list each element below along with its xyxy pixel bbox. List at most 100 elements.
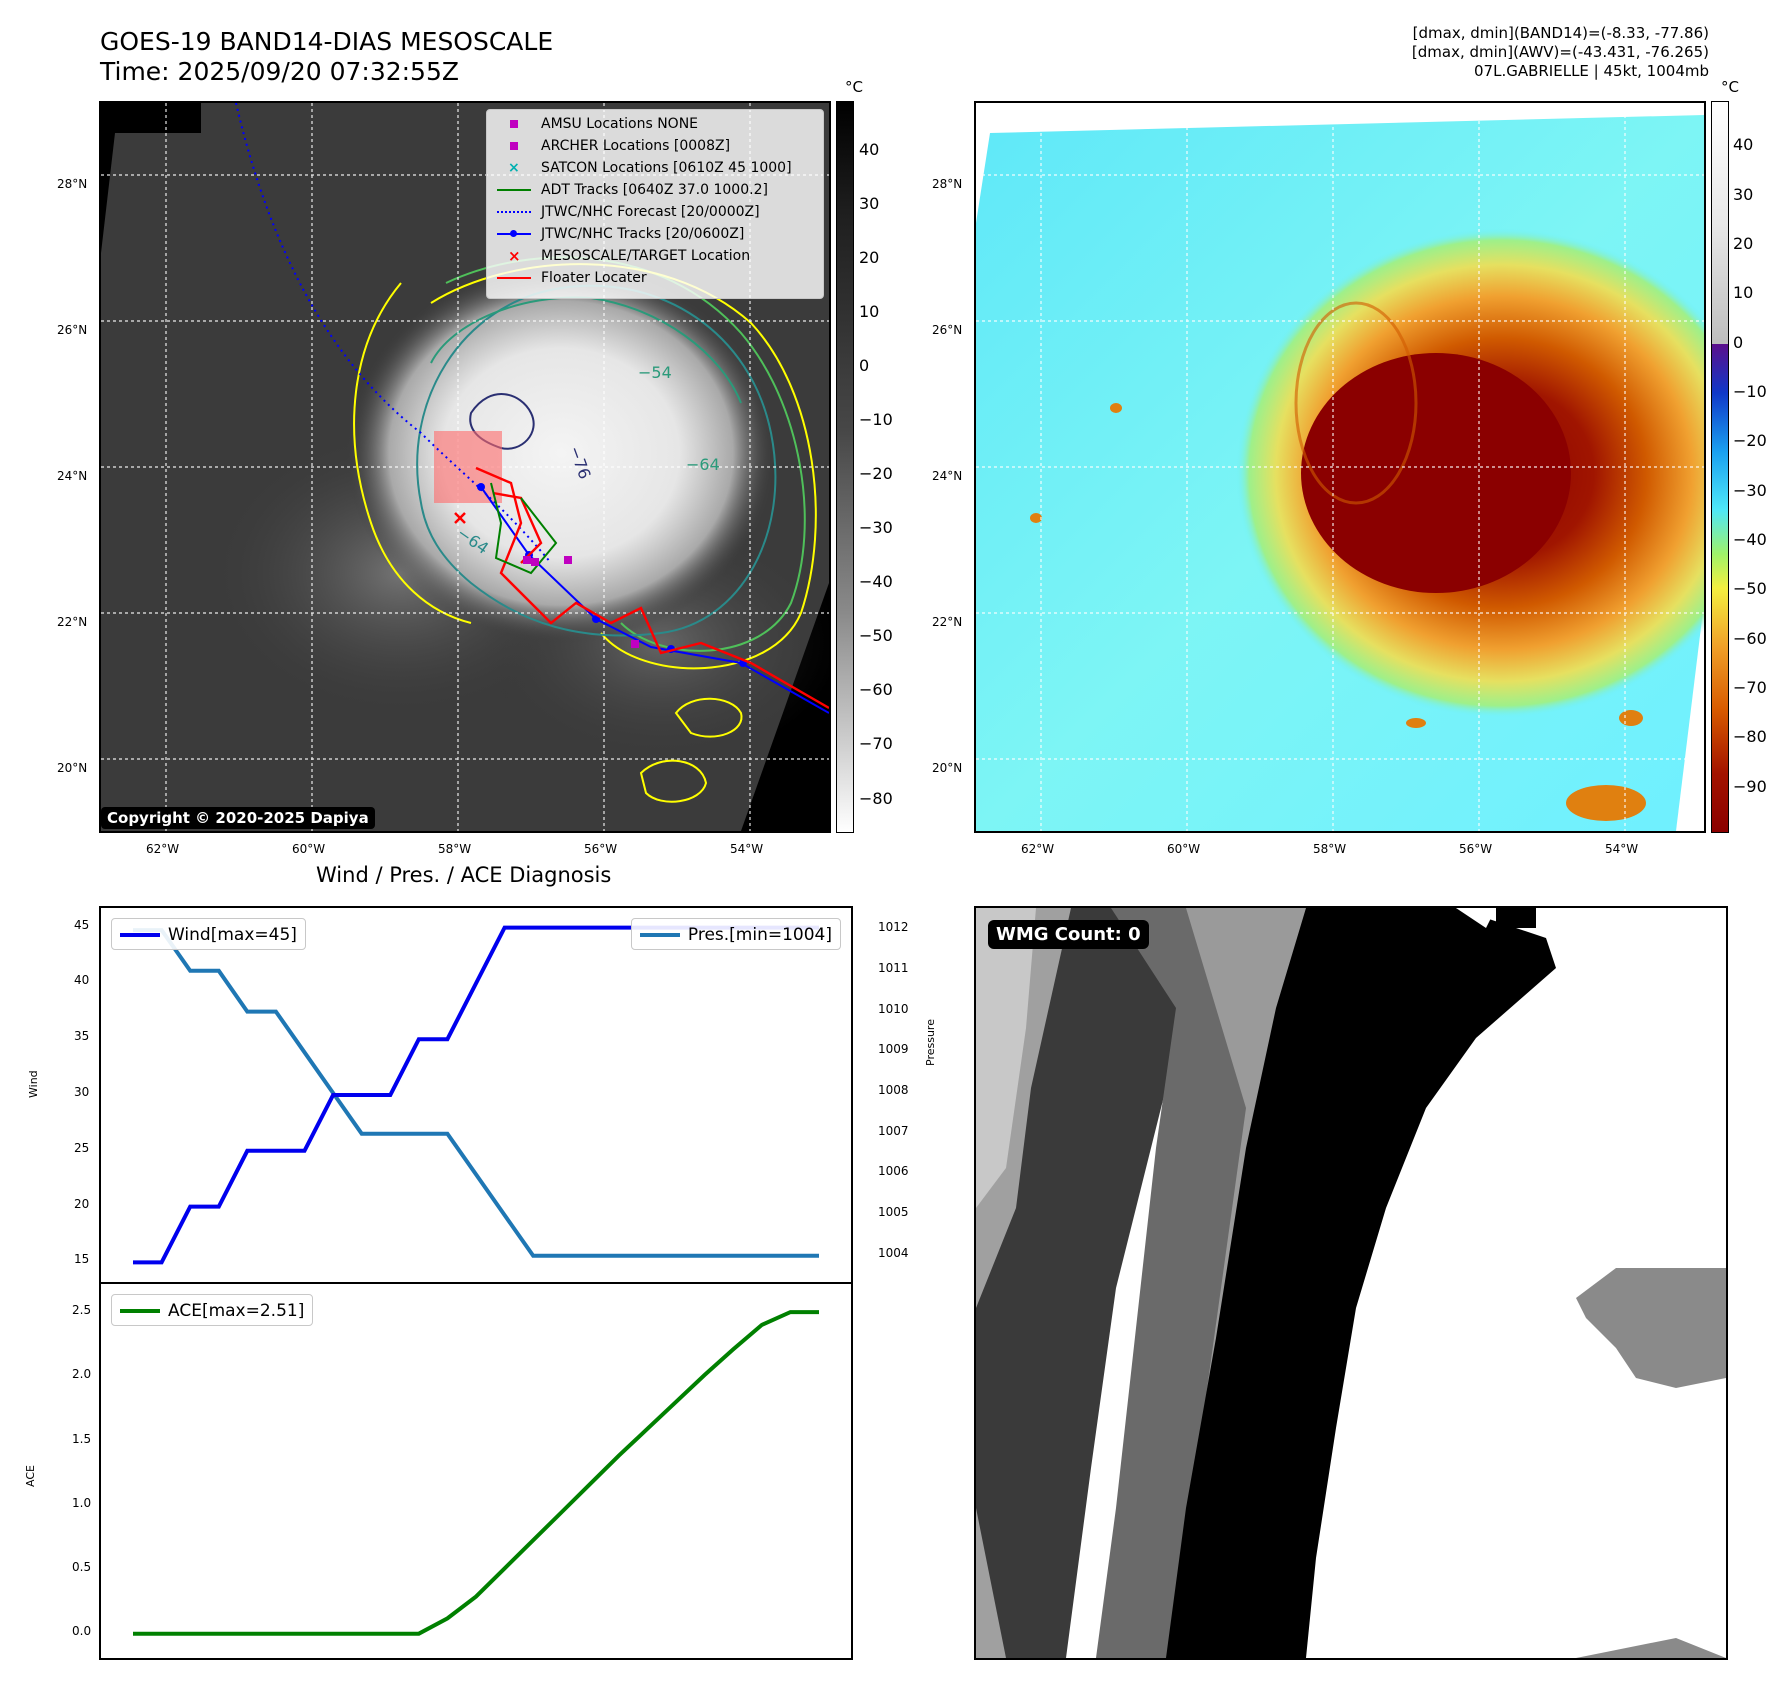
- wmg-count-badge: WMG Count: 0: [988, 920, 1149, 949]
- legend-floater: Floater Locater: [495, 268, 647, 288]
- info-line-3: 07L.GABRIELLE | 45kt, 1004mb: [1474, 62, 1709, 80]
- pressure-ytick-7: 1005: [878, 1205, 909, 1220]
- awv-colorbar-tick-7: −30: [1733, 480, 1767, 500]
- legend-tracks: JTWC/NHC Tracks [20/0600Z]: [495, 224, 744, 244]
- storm-info: [dmax, dmin](BAND14)=(-8.33, -77.86) [dm…: [1412, 24, 1709, 81]
- ace-series-line: [133, 1310, 819, 1636]
- ir-colorbar-tick-3: 10: [859, 301, 880, 321]
- ir-lon-label-58w: 58°W: [438, 842, 472, 856]
- contour-label-2: −64: [686, 455, 720, 474]
- wmg-image: [976, 908, 1726, 1658]
- ace-chart: ACE[max=2.51]: [99, 1282, 853, 1660]
- awv-colorbar-tick-13: −90: [1733, 776, 1767, 796]
- awv-colorbar-tick-10: −60: [1733, 628, 1767, 648]
- awv-lat-label-28n: 28°N: [932, 177, 963, 191]
- ir-lon-label-60w: 60°W: [292, 842, 326, 856]
- title-line-2: Time: 2025/09/20 07:32:55Z: [100, 57, 459, 86]
- ir-colorbar-tick-2: 20: [859, 247, 880, 267]
- pressure-ytick-1: 1011: [878, 960, 909, 975]
- wind-ytick-2: 35: [74, 1029, 90, 1044]
- pressure-legend: Pres.[min=1004]: [630, 918, 841, 950]
- awv-lon-label-60w: 60°W: [1167, 842, 1201, 856]
- wind-axis-label: Wind: [27, 1070, 40, 1098]
- ace-ytick-5: 0.0: [72, 1623, 92, 1638]
- info-line-1: [dmax, dmin](BAND14)=(-8.33, -77.86): [1412, 24, 1709, 42]
- awv-colorbar-tick-9: −50: [1733, 579, 1767, 599]
- awv-colorbar: [1711, 101, 1729, 833]
- awv-lat-label-22n: 22°N: [932, 615, 963, 629]
- awv-colorbar-tick-2: 20: [1733, 234, 1754, 254]
- ir-colorbar-tick-9: −50: [859, 626, 893, 646]
- legend-forecast: JTWC/NHC Forecast [20/0000Z]: [495, 202, 760, 222]
- awv-colorbar-unit: °C: [1721, 78, 1739, 96]
- title-line-1: GOES-19 BAND14-DIAS MESOSCALE: [100, 27, 554, 56]
- wind-ytick-1: 40: [74, 973, 90, 988]
- ace-axis-label: ACE: [24, 1465, 37, 1487]
- awv-lon-label-62w: 62°W: [1021, 842, 1055, 856]
- awv-map-image: [976, 103, 1704, 831]
- pressure-ytick-5: 1007: [878, 1123, 909, 1138]
- ir-colorbar-tick-12: −80: [859, 788, 893, 808]
- awv-lon-label-58w: 58°W: [1313, 842, 1347, 856]
- ir-colorbar-tick-8: −40: [859, 572, 893, 592]
- awv-colorbar-tick-8: −40: [1733, 529, 1767, 549]
- copyright-badge: Copyright © 2020-2025 Dapiya: [101, 807, 375, 829]
- awv-colorbar-tick-5: −10: [1733, 382, 1767, 401]
- wind-ytick-6: 15: [74, 1252, 90, 1267]
- map-legend: AMSU Locations NONE ARCHER Locations [00…: [486, 109, 824, 299]
- wind-ytick-5: 20: [74, 1196, 90, 1211]
- ir-colorbar-tick-11: −70: [859, 734, 893, 754]
- pressure-ytick-8: 1004: [878, 1245, 909, 1260]
- pressure-ytick-0: 1012: [878, 920, 909, 935]
- wind-ytick-0: 45: [74, 917, 90, 932]
- ir-lon-label-56w: 56°W: [584, 842, 618, 856]
- awv-colorbar-tick-11: −70: [1733, 677, 1767, 697]
- wind-pressure-chart: Wind[max=45] Pres.[min=1004]: [99, 906, 853, 1284]
- awv-colorbar-tick-4: 0: [1733, 332, 1744, 352]
- ace-ytick-2: 1.5: [72, 1431, 92, 1446]
- pressure-axis-label: Pressure: [924, 1019, 937, 1066]
- awv-colorbar-tick-0: 40: [1733, 135, 1754, 155]
- ir-colorbar-tick-5: −10: [859, 410, 893, 430]
- ace-ytick-3: 1.0: [72, 1495, 92, 1510]
- pressure-ytick-4: 1008: [878, 1082, 909, 1097]
- awv-lat-label-24n: 24°N: [932, 469, 963, 483]
- pressure-ytick-3: 1009: [878, 1042, 909, 1057]
- info-line-2: [dmax, dmin](AWV)=(-43.431, -76.265): [1411, 43, 1709, 61]
- diagnosis-title: Wind / Pres. / ACE Diagnosis: [316, 863, 612, 887]
- ir-colorbar-tick-6: −20: [859, 464, 893, 484]
- legend-adt: ADT Tracks [0640Z 37.0 1000.2]: [495, 180, 768, 200]
- awv-satellite-map: [974, 101, 1706, 833]
- ace-legend: ACE[max=2.51]: [111, 1294, 314, 1326]
- ir-lat-label-20n: 20°N: [57, 761, 88, 775]
- legend-archer: ARCHER Locations [0008Z]: [495, 136, 730, 156]
- ir-lat-label-26n: 26°N: [57, 323, 88, 337]
- ir-colorbar-unit: °C: [845, 78, 863, 96]
- awv-lat-label-26n: 26°N: [932, 323, 963, 337]
- wmg-panel: WMG Count: 0: [974, 906, 1728, 1660]
- ace-plot: [133, 1310, 819, 1636]
- awv-lon-label-54w: 54°W: [1605, 842, 1639, 856]
- ir-colorbar-tick-7: −30: [859, 518, 893, 538]
- figure-title: GOES-19 BAND14-DIAS MESOSCALE Time: 2025…: [100, 27, 553, 87]
- ir-colorbar-tick-1: 30: [859, 193, 880, 213]
- ir-lon-label-62w: 62°W: [146, 842, 180, 856]
- ace-ytick-4: 0.5: [72, 1559, 92, 1574]
- legend-target: × MESOSCALE/TARGET Location: [508, 247, 751, 265]
- ir-colorbar: [836, 101, 854, 833]
- awv-colorbar-tick-12: −80: [1733, 727, 1767, 747]
- pressure-ytick-2: 1010: [878, 1001, 909, 1016]
- ace-ytick-1: 2.0: [72, 1367, 92, 1382]
- awv-lon-label-56w: 56°W: [1459, 842, 1493, 856]
- awv-colorbar-tick-3: 10: [1733, 283, 1754, 303]
- wind-legend: Wind[max=45]: [111, 918, 306, 950]
- wind-ytick-4: 25: [74, 1140, 90, 1155]
- wind-pressure-plot: [133, 925, 819, 1265]
- wind-series-line: [133, 925, 819, 1265]
- contour-label-1: −54: [638, 363, 672, 382]
- awv-colorbar-tick-6: −20: [1733, 431, 1767, 451]
- ace-ytick-0: 2.5: [72, 1303, 92, 1318]
- ir-lon-label-54w: 54°W: [730, 842, 764, 856]
- ir-colorbar-tick-10: −60: [859, 680, 893, 700]
- wind-ytick-3: 30: [74, 1085, 90, 1099]
